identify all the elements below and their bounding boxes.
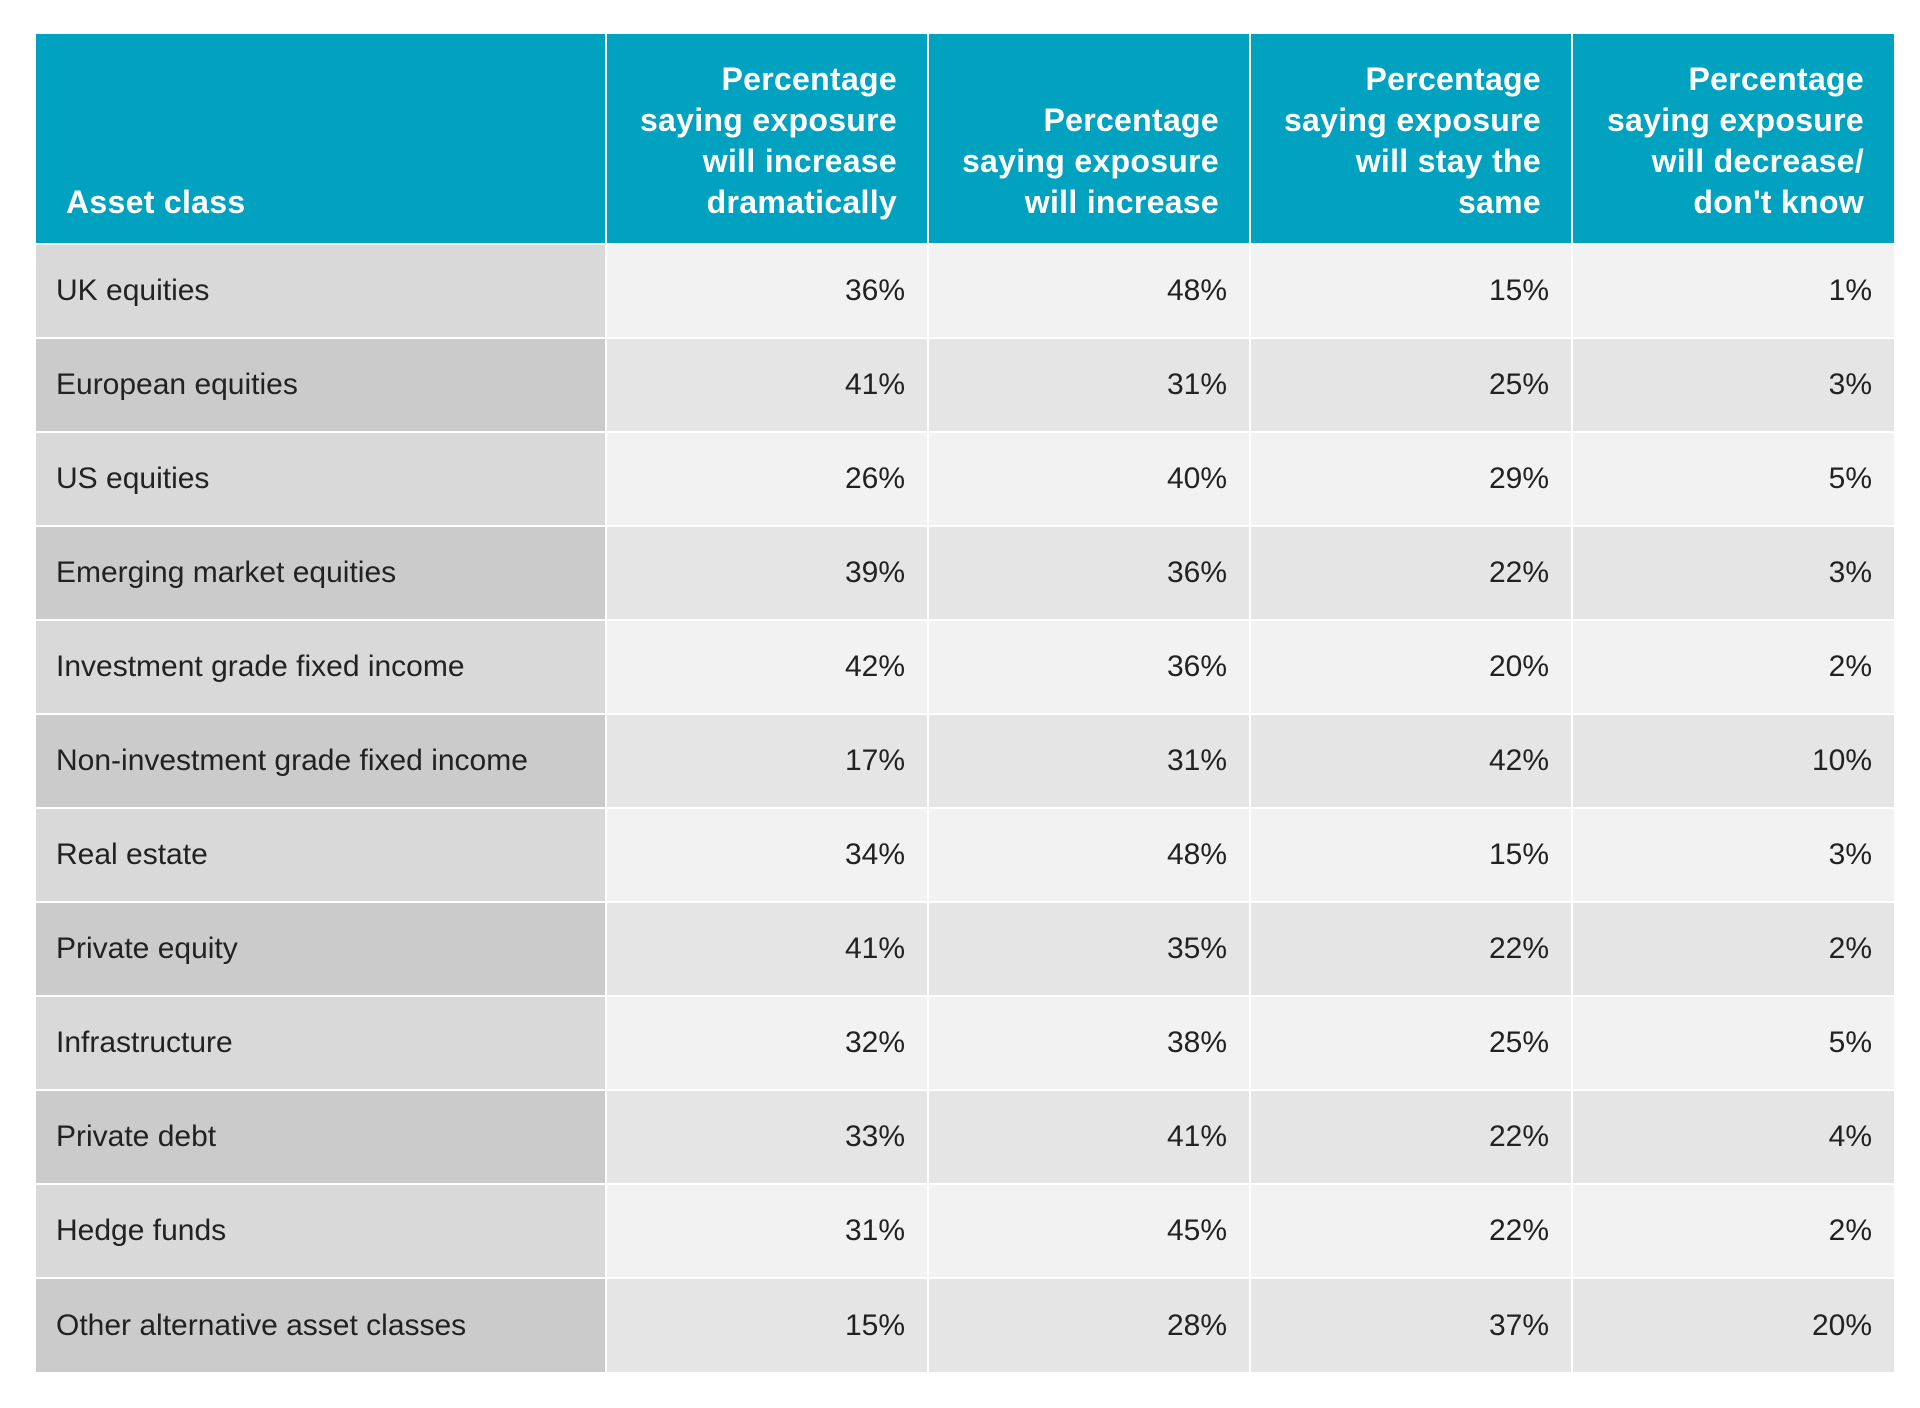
percentage-cell: 33% — [605, 1089, 928, 1184]
percentage-cell: 41% — [605, 901, 928, 996]
percentage-cell: 22% — [1249, 901, 1572, 996]
table-row: UK equities 36% 48% 15% 1% — [36, 243, 1894, 338]
percentage-cell: 3% — [1571, 525, 1894, 620]
percentage-cell: 31% — [605, 1183, 928, 1278]
percentage-cell: 28% — [927, 1277, 1250, 1372]
table-row: Emerging market equities 39% 36% 22% 3% — [36, 525, 1894, 620]
percentage-cell: 17% — [605, 713, 928, 808]
asset-class-label: Private debt — [36, 1089, 606, 1184]
percentage-cell: 2% — [1571, 1183, 1894, 1278]
column-header-line: will increase — [702, 143, 897, 179]
percentage-cell: 41% — [605, 337, 928, 432]
asset-class-label: Other alternative asset classes — [36, 1277, 606, 1372]
column-header-line: will stay the — [1355, 143, 1541, 179]
percentage-cell: 22% — [1249, 1089, 1572, 1184]
table-row: Infrastructure 32% 38% 25% 5% — [36, 995, 1894, 1090]
percentage-cell: 2% — [1571, 619, 1894, 714]
percentage-cell: 25% — [1249, 337, 1572, 432]
asset-class-table: Asset class Percentage saying exposure will… — [36, 34, 1894, 1372]
asset-class-label: European equities — [36, 337, 606, 432]
column-header-line: saying exposure — [639, 102, 897, 138]
asset-class-label: UK equities — [36, 243, 606, 338]
percentage-cell: 20% — [1249, 619, 1572, 714]
table-body: UK equities 36% 48% 15% 1% European equities 4… — [36, 243, 1894, 1372]
table-row: Hedge funds 31% 45% 22% 2% — [36, 1183, 1894, 1278]
asset-class-label: Investment grade fixed income — [36, 619, 606, 714]
percentage-cell: 36% — [927, 619, 1250, 714]
asset-class-table-container: Asset class Percentage saying exposure will… — [36, 34, 1894, 1372]
percentage-cell: 31% — [927, 713, 1250, 808]
percentage-cell: 1% — [1571, 243, 1894, 338]
asset-class-label: Infrastructure — [36, 995, 606, 1090]
asset-class-label: US equities — [36, 431, 606, 526]
percentage-cell: 34% — [605, 807, 928, 902]
percentage-cell: 22% — [1249, 1183, 1572, 1278]
percentage-cell: 22% — [1249, 525, 1572, 620]
column-header-line: saying exposure — [1283, 102, 1541, 138]
percentage-cell: 45% — [927, 1183, 1250, 1278]
column-header-line: Percentage — [1688, 61, 1864, 97]
column-header-line: don't know — [1693, 184, 1864, 220]
table-row: Private debt 33% 41% 22% 4% — [36, 1089, 1894, 1184]
percentage-cell: 31% — [927, 337, 1250, 432]
percentage-cell: 25% — [1249, 995, 1572, 1090]
column-header-line: will increase — [1024, 184, 1219, 220]
column-header-line: Percentage — [1043, 102, 1219, 138]
percentage-cell: 4% — [1571, 1089, 1894, 1184]
percentage-cell: 5% — [1571, 995, 1894, 1090]
percentage-cell: 5% — [1571, 431, 1894, 526]
percentage-cell: 42% — [605, 619, 928, 714]
column-header-2: Percentage saying exposure will increase — [927, 34, 1250, 244]
percentage-cell: 15% — [605, 1277, 928, 1372]
percentage-cell: 39% — [605, 525, 928, 620]
column-header-line: Percentage — [1365, 61, 1541, 97]
table-row: Real estate 34% 48% 15% 3% — [36, 807, 1894, 902]
percentage-cell: 41% — [927, 1089, 1250, 1184]
asset-class-label: Private equity — [36, 901, 606, 996]
asset-class-label: Real estate — [36, 807, 606, 902]
column-header-line: Percentage — [721, 61, 897, 97]
percentage-cell: 20% — [1571, 1277, 1894, 1372]
percentage-cell: 37% — [1249, 1277, 1572, 1372]
percentage-cell: 3% — [1571, 337, 1894, 432]
percentage-cell: 40% — [927, 431, 1250, 526]
percentage-cell: 15% — [1249, 807, 1572, 902]
percentage-cell: 48% — [927, 243, 1250, 338]
percentage-cell: 32% — [605, 995, 928, 1090]
percentage-cell: 36% — [605, 243, 928, 338]
column-header-line: saying exposure — [961, 143, 1219, 179]
table-row: US equities 26% 40% 29% 5% — [36, 431, 1894, 526]
table-row: Investment grade fixed income 42% 36% 20% 2% — [36, 619, 1894, 714]
column-header-1: Percentage saying exposure will increase dr… — [605, 34, 928, 244]
percentage-cell: 38% — [927, 995, 1250, 1090]
column-header-line: saying exposure — [1606, 102, 1864, 138]
table-row: Other alternative asset classes 15% 28% 37%… — [36, 1277, 1894, 1372]
percentage-cell: 29% — [1249, 431, 1572, 526]
header-row: Asset class Percentage saying exposure will… — [36, 34, 1894, 244]
percentage-cell: 48% — [927, 807, 1250, 902]
percentage-cell: 42% — [1249, 713, 1572, 808]
column-header-line: same — [1457, 184, 1541, 220]
table-row: European equities 41% 31% 25% 3% — [36, 337, 1894, 432]
table-row: Private equity 41% 35% 22% 2% — [36, 901, 1894, 996]
percentage-cell: 3% — [1571, 807, 1894, 902]
percentage-cell: 26% — [605, 431, 928, 526]
asset-class-label: Hedge funds — [36, 1183, 606, 1278]
table-row: Non-investment grade fixed income 17% 31% 4… — [36, 713, 1894, 808]
percentage-cell: 2% — [1571, 901, 1894, 996]
percentage-cell: 10% — [1571, 713, 1894, 808]
percentage-cell: 36% — [927, 525, 1250, 620]
percentage-cell: 15% — [1249, 243, 1572, 338]
column-header-line: will decrease/ — [1651, 143, 1864, 179]
percentage-cell: 35% — [927, 901, 1250, 996]
column-header-asset-class: Asset class — [36, 34, 606, 244]
column-header-line: dramatically — [706, 184, 897, 220]
column-header-3: Percentage saying exposure will stay the sa… — [1249, 34, 1572, 244]
asset-class-label: Emerging market equities — [36, 525, 606, 620]
asset-class-label: Non-investment grade fixed income — [36, 713, 606, 808]
column-header-line: Asset class — [66, 184, 246, 220]
column-header-4: Percentage saying exposure will decrease/d… — [1571, 34, 1894, 244]
